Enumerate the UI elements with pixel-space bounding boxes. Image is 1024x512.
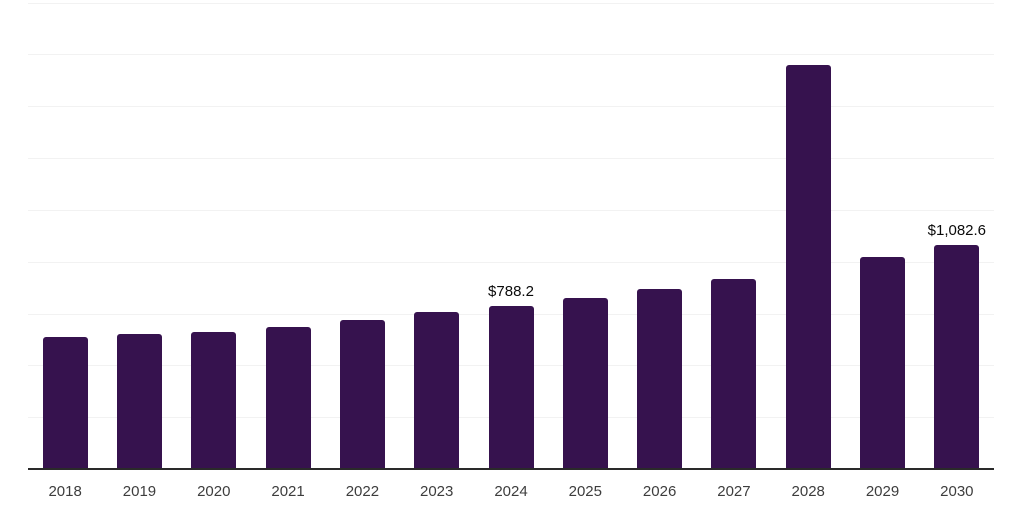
x-axis-label: 2024 — [494, 483, 528, 500]
chart-bar-2021 — [265, 326, 311, 470]
chart-bar-2026 — [637, 288, 683, 470]
chart-bar-2027 — [711, 278, 757, 470]
data-label: $1,082.6 — [927, 221, 987, 239]
x-axis-label: 2028 — [791, 483, 825, 500]
x-axis-label: 2026 — [642, 483, 677, 500]
x-axis-label: 2023 — [420, 483, 454, 500]
chart-bar-2018 — [42, 337, 88, 470]
x-axis-label: 2021 — [271, 483, 305, 500]
chart-bar-2020 — [191, 331, 237, 470]
x-axis-label: 2020 — [197, 483, 231, 500]
data-label: $788.2 — [488, 282, 534, 300]
x-axis-label: 2025 — [568, 483, 602, 500]
x-axis-label: 2027 — [717, 483, 751, 500]
chart-bar-2019 — [116, 333, 162, 470]
x-axis-label: 2029 — [865, 483, 900, 500]
chart-bar-2022 — [339, 320, 385, 470]
gridline — [28, 2, 994, 4]
chart-bar-2024 — [488, 305, 534, 470]
gridline — [28, 209, 994, 211]
chart-bar-2025 — [562, 297, 608, 470]
x-axis-label: 2018 — [48, 483, 82, 500]
x-axis-label: 2022 — [345, 483, 380, 500]
x-axis-label: 2030 — [940, 483, 974, 500]
chart-bar-2023 — [414, 312, 460, 470]
chart-bar-2029 — [860, 256, 906, 470]
gridline — [28, 106, 994, 108]
gridline — [28, 261, 994, 263]
chart-bar-2028 — [785, 64, 831, 470]
x-axis-label: 2019 — [122, 483, 157, 500]
chart-bar-2030 — [934, 244, 980, 470]
x-axis-line — [28, 468, 994, 471]
gridline — [28, 158, 994, 160]
gridline — [28, 54, 994, 56]
